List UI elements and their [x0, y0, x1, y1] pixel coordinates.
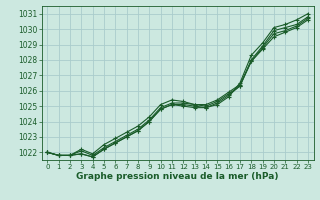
X-axis label: Graphe pression niveau de la mer (hPa): Graphe pression niveau de la mer (hPa) — [76, 172, 279, 181]
